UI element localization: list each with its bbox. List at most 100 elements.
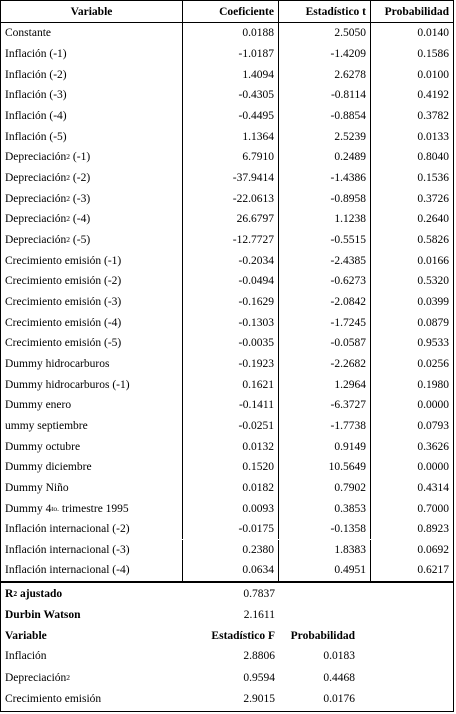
value-cell: -0.8114 <box>279 84 371 106</box>
value-cell: 0.0133 <box>371 126 453 147</box>
text: -0.0251 <box>238 419 274 432</box>
header-cell: Probabilidad <box>279 626 359 646</box>
value-cell: 0.5826 <box>371 230 453 251</box>
variable-cell: Crecimiento emisión (-4) <box>1 312 183 333</box>
value-cell: 0.3782 <box>371 106 453 127</box>
variable-cell: Crecimiento emisión (-1) <box>1 250 183 271</box>
text: 0.0140 <box>417 27 449 40</box>
text: -0.1411 <box>238 399 274 412</box>
value-cell: -0.0175 <box>183 518 279 540</box>
value-cell: 0.2640 <box>371 209 453 230</box>
value-cell: 0.0093 <box>183 498 279 519</box>
value-cell: 0.0000 <box>371 395 453 416</box>
text: 0.4192 <box>417 89 449 102</box>
text: 0.1536 <box>417 171 449 184</box>
value-cell: 0.8923 <box>371 519 453 540</box>
text: 0.2380 <box>242 543 274 556</box>
text: 0.9594 <box>243 671 275 684</box>
value-cell: 0.0176 <box>279 688 359 709</box>
text: Depreciación <box>5 671 67 684</box>
text: 0.2489 <box>334 151 366 164</box>
header-cell: Variable <box>1 1 183 22</box>
value-cell: -0.5515 <box>279 229 371 251</box>
value-cell: -37.9414 <box>183 167 279 189</box>
value-cell: -1.4386 <box>279 167 371 189</box>
value-cell: 0.7902 <box>279 477 371 499</box>
variable-cell: Inflación (-2) <box>1 64 183 85</box>
value-cell: -0.2034 <box>183 250 279 271</box>
text: 0.4314 <box>417 481 449 494</box>
header-cell: Variable <box>1 626 183 646</box>
text: 0.0634 <box>242 564 274 577</box>
value-cell: 2.8806 <box>183 646 279 667</box>
text: (-3) <box>70 192 91 205</box>
value-cell: -0.8854 <box>279 105 371 127</box>
text: Probabilidad <box>290 629 355 642</box>
variable-cell: Inflación <box>1 646 183 667</box>
variable-cell: Depreciación 2 <box>5 671 71 684</box>
table-row: Constante 0.0188 2.5050 0.0140 <box>1 23 453 44</box>
text: 0.0692 <box>417 543 449 556</box>
table-row: Depreciación 2 (-2) -37.9414 -1.4386 0.1536 <box>1 167 453 189</box>
value-cell: 0.2380 <box>183 539 279 561</box>
variable-cell: Depreciación 2 (-4) <box>1 208 183 230</box>
text: R <box>5 587 14 600</box>
text: ajustado <box>17 587 63 600</box>
text: 2.5050 <box>334 27 366 40</box>
variable-cell: Crecimiento emisión (-2) <box>1 270 183 292</box>
text: 0.0188 <box>242 27 274 40</box>
text: Inflación (-2) <box>5 68 67 81</box>
header-cell: Coeficiente <box>183 1 279 22</box>
table-row: Inflación (-4) -0.4495 -0.8854 0.3782 <box>1 105 453 127</box>
text: Inflación (-3) <box>5 89 67 102</box>
text: 0.2640 <box>417 213 449 226</box>
value-cell: 1.1364 <box>183 126 279 147</box>
text: -2.0842 <box>330 295 366 308</box>
table-row: Inflación (-1) -1.0187 -1.4209 0.1586 <box>1 43 453 65</box>
text: Crecimiento emisión (-3) <box>5 295 122 308</box>
variable-cell: Dummy hidrocarburos (-1) <box>1 374 183 395</box>
table-row: Inflación internacional (-2) -0.0175 -0.13… <box>1 518 453 540</box>
f-header-row: Variable Estadístico F Probabilidad <box>1 626 453 646</box>
text: Crecimiento emisión (-4) <box>5 316 122 329</box>
value-cell: -0.0035 <box>183 332 279 354</box>
value-cell: 1.1238 <box>279 208 371 230</box>
value-cell: 1.2964 <box>279 374 371 395</box>
table-row: Inflación (-5) 1.1364 2.5239 0.0133 <box>1 126 453 147</box>
value-cell: 10.5649 <box>279 456 371 478</box>
table-row: Crecimiento emisión (-3) -0.1629 -2.0842 0.… <box>1 291 453 313</box>
value-cell: 0.9533 <box>371 333 453 354</box>
text: -0.5515 <box>330 233 366 246</box>
text: Crecimiento emisión (-5) <box>5 337 122 350</box>
value-cell: 0.3726 <box>371 188 453 209</box>
variable-cell: Crecimiento emisión (-5) <box>1 332 183 354</box>
text: 0.0132 <box>242 440 274 453</box>
text: -0.4305 <box>238 89 274 102</box>
f-row: Depreciación 2 0.9594 0.4468 <box>1 667 453 688</box>
text: 0.0399 <box>417 295 449 308</box>
text: Dummy enero <box>5 399 72 412</box>
text: 0.0182 <box>242 481 274 494</box>
text: Depreciación <box>5 213 67 226</box>
text: -2.4385 <box>330 254 366 267</box>
value-cell: -12.7727 <box>183 229 279 251</box>
text: -0.0587 <box>330 337 366 350</box>
table-row: Inflación internacional (-3) 0.2380 1.8383… <box>1 539 453 561</box>
text: Crecimiento emisión (-1) <box>5 254 122 267</box>
text: 0.0166 <box>417 254 449 267</box>
text: 26.6797 <box>236 213 274 226</box>
variable-cell: Dummy 4 to. trimestre 1995 <box>1 498 183 519</box>
text: 0.1621 <box>242 378 274 391</box>
text: -0.1358 <box>330 523 366 536</box>
value-cell: 6.7910 <box>183 146 279 168</box>
text: Durbin Watson <box>5 609 81 622</box>
text: 0.0000 <box>417 461 449 474</box>
value-cell: 0.0182 <box>183 477 279 499</box>
value-cell: 1.8383 <box>279 539 371 561</box>
text: -0.8958 <box>330 192 366 205</box>
value-cell: -0.1923 <box>183 353 279 375</box>
text: 0.4468 <box>323 671 355 684</box>
value-cell: -6.3727 <box>279 394 371 416</box>
text: 0.3782 <box>417 109 449 122</box>
